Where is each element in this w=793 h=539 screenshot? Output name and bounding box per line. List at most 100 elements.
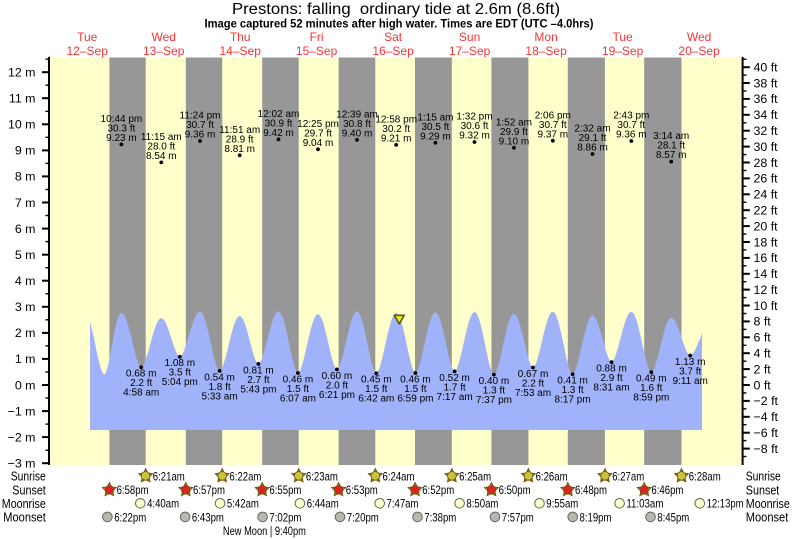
svg-text:1.5 ft: 1.5 ft	[404, 384, 426, 395]
svg-text:14 ft: 14 ft	[754, 267, 779, 281]
svg-text:−2 m: −2 m	[8, 430, 36, 444]
svg-text:9.42 m: 9.42 m	[263, 128, 294, 139]
svg-text:5:43 pm: 5:43 pm	[240, 384, 276, 395]
svg-text:19–Sep: 19–Sep	[602, 44, 644, 58]
svg-text:8.54 m: 8.54 m	[146, 151, 177, 162]
svg-text:8.57 m: 8.57 m	[656, 150, 687, 161]
svg-text:2.2 ft: 2.2 ft	[522, 378, 544, 389]
svg-text:Thu: Thu	[230, 30, 251, 44]
svg-text:0.45 m: 0.45 m	[361, 375, 392, 386]
svg-text:8:45pm: 8:45pm	[657, 511, 689, 524]
svg-text:−3 m: −3 m	[8, 457, 36, 471]
svg-text:6:46pm: 6:46pm	[651, 484, 683, 497]
svg-text:6:44am: 6:44am	[307, 498, 339, 511]
svg-text:Sunrise: Sunrise	[746, 469, 781, 483]
svg-text:28 ft: 28 ft	[754, 156, 779, 170]
svg-text:12:02 am: 12:02 am	[258, 109, 300, 120]
svg-text:Tue: Tue	[77, 30, 98, 44]
svg-text:30.7 ft: 30.7 ft	[186, 120, 214, 131]
svg-text:9.04 m: 9.04 m	[303, 138, 334, 149]
svg-text:12 m: 12 m	[8, 66, 36, 80]
svg-text:9.37 m: 9.37 m	[538, 129, 569, 140]
svg-text:1.7 ft: 1.7 ft	[443, 382, 465, 393]
svg-text:12 ft: 12 ft	[754, 283, 779, 297]
svg-text:1:52 am: 1:52 am	[496, 117, 532, 128]
svg-text:Image captured 52 minutes afte: Image captured 52 minutes after high wat…	[205, 17, 594, 31]
svg-text:6:53pm: 6:53pm	[346, 484, 378, 497]
svg-text:29.1 ft: 29.1 ft	[579, 133, 607, 144]
svg-text:13–Sep: 13–Sep	[143, 44, 185, 58]
svg-text:9.32 m: 9.32 m	[459, 131, 490, 142]
svg-text:−4 ft: −4 ft	[754, 410, 779, 424]
svg-text:6 ft: 6 ft	[754, 331, 772, 345]
svg-text:12:13pm: 12:13pm	[707, 498, 744, 511]
svg-text:4:58 am: 4:58 am	[123, 388, 159, 399]
svg-text:2:06 pm: 2:06 pm	[535, 110, 571, 121]
svg-text:0.81 m: 0.81 m	[243, 365, 274, 376]
svg-text:3.7 ft: 3.7 ft	[679, 366, 701, 377]
svg-text:38 ft: 38 ft	[754, 76, 779, 90]
svg-text:1.13 m: 1.13 m	[675, 357, 706, 368]
svg-text:5:33 am: 5:33 am	[202, 391, 238, 402]
svg-text:11:24 pm: 11:24 pm	[180, 111, 221, 122]
svg-text:26 ft: 26 ft	[754, 172, 779, 186]
svg-text:Sat: Sat	[384, 30, 403, 44]
svg-text:9 m: 9 m	[15, 144, 36, 158]
svg-text:Sunset: Sunset	[746, 483, 780, 497]
svg-text:30 ft: 30 ft	[754, 140, 779, 154]
svg-text:12:58 pm: 12:58 pm	[375, 115, 417, 126]
svg-text:6:25am: 6:25am	[459, 470, 491, 483]
svg-text:28.0 ft: 28.0 ft	[147, 142, 175, 153]
svg-text:30.7 ft: 30.7 ft	[539, 120, 567, 131]
svg-text:2.7 ft: 2.7 ft	[247, 375, 269, 386]
svg-text:Sun: Sun	[459, 30, 480, 44]
svg-text:36 ft: 36 ft	[754, 92, 779, 106]
svg-text:4:40am: 4:40am	[147, 498, 179, 511]
svg-text:6:55pm: 6:55pm	[269, 484, 301, 497]
svg-text:1.5 ft: 1.5 ft	[287, 384, 309, 395]
svg-text:9.40 m: 9.40 m	[342, 129, 373, 140]
svg-text:8 m: 8 m	[15, 170, 36, 184]
svg-text:14–Sep: 14–Sep	[220, 44, 262, 58]
svg-text:30.9 ft: 30.9 ft	[265, 119, 293, 130]
svg-text:Moonset: Moonset	[746, 510, 789, 524]
svg-text:7:02pm: 7:02pm	[269, 511, 301, 524]
svg-text:Prestons: falling ordinary ti: Prestons: falling ordinary tide at 2.6m …	[232, 1, 560, 18]
svg-text:32 ft: 32 ft	[754, 124, 779, 138]
svg-text:6:27am: 6:27am	[612, 470, 644, 483]
svg-text:9.29 m: 9.29 m	[420, 131, 451, 142]
svg-text:18–Sep: 18–Sep	[525, 44, 567, 58]
svg-text:29.7 ft: 29.7 ft	[304, 128, 332, 139]
svg-text:12:39 am: 12:39 am	[336, 110, 378, 121]
svg-text:9.36 m: 9.36 m	[185, 130, 216, 141]
svg-text:9:11 am: 9:11 am	[673, 376, 708, 387]
svg-text:9.21 m: 9.21 m	[381, 134, 412, 145]
svg-text:0 m: 0 m	[15, 378, 36, 392]
svg-text:−6 ft: −6 ft	[754, 426, 779, 440]
svg-text:20 ft: 20 ft	[754, 219, 779, 233]
svg-text:Fri: Fri	[310, 30, 324, 44]
svg-text:16 ft: 16 ft	[754, 251, 779, 265]
svg-text:2.2 ft: 2.2 ft	[130, 378, 152, 389]
svg-text:12–Sep: 12–Sep	[67, 44, 109, 58]
svg-text:1:32 pm: 1:32 pm	[456, 112, 492, 123]
svg-text:6:21 pm: 6:21 pm	[319, 390, 355, 401]
svg-text:9.36 m: 9.36 m	[616, 130, 647, 141]
svg-text:Sunset: Sunset	[12, 483, 46, 497]
svg-text:1.8 ft: 1.8 ft	[208, 382, 230, 393]
svg-text:New Moon | 9:40pm: New Moon | 9:40pm	[223, 524, 306, 538]
svg-text:10 m: 10 m	[8, 118, 36, 132]
svg-text:30.7 ft: 30.7 ft	[617, 120, 645, 131]
svg-text:1.6 ft: 1.6 ft	[640, 383, 662, 394]
svg-text:−1 m: −1 m	[8, 404, 36, 418]
svg-text:34 ft: 34 ft	[754, 108, 779, 122]
svg-text:6:22pm: 6:22pm	[114, 511, 146, 524]
svg-text:7:38pm: 7:38pm	[424, 511, 456, 524]
svg-text:6:42 am: 6:42 am	[358, 394, 394, 405]
svg-text:1.3 ft: 1.3 ft	[561, 385, 583, 396]
svg-text:2:43 pm: 2:43 pm	[613, 111, 649, 122]
svg-text:17–Sep: 17–Sep	[449, 44, 491, 58]
svg-text:29.9 ft: 29.9 ft	[500, 127, 528, 138]
svg-text:0.54 m: 0.54 m	[204, 372, 235, 383]
svg-text:7:20pm: 7:20pm	[347, 511, 379, 524]
